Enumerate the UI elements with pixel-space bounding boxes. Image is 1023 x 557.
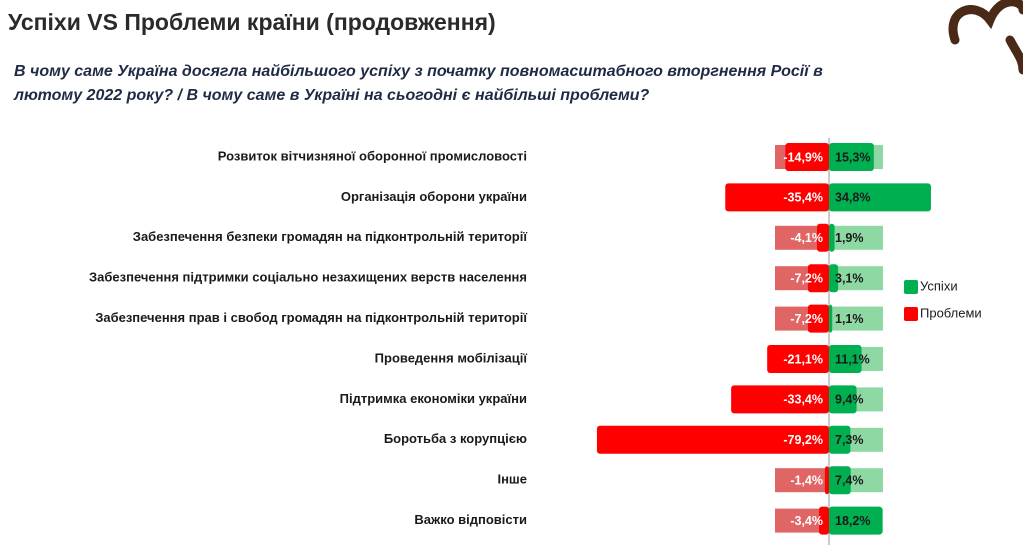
value-label: -21,1% [783,352,823,366]
value-label: -79,2% [783,433,823,447]
value-label: -33,4% [783,393,823,407]
category-label: Важко відповісти [414,512,527,527]
bar [829,264,839,293]
value-label: 7,3% [835,433,864,447]
bar [596,425,829,454]
subtitle: В чому саме Україна досягла найбільшого … [14,63,823,80]
bar [829,183,931,212]
legend-swatch [904,307,918,321]
value-label: 11,1% [835,352,870,366]
bar [829,223,835,252]
category-label: Проведення мобілізації [375,350,528,365]
label-box [775,508,829,533]
value-label: 15,3% [835,150,870,164]
bar [829,466,851,495]
value-label: -14,9% [783,150,823,164]
bar [807,304,829,333]
bar [829,385,857,414]
bar [829,143,874,171]
category-label: Організація оборони україни [341,189,527,204]
bar [829,345,862,373]
value-label: 34,8% [835,191,870,205]
bar [725,183,829,212]
category-label: Боротьба з корупцією [384,431,527,446]
category-label: Інше [497,472,527,487]
category-label: Забезпечення безпеки громадян на підконт… [133,229,528,244]
category-label: Підтримка економіки україни [340,391,527,406]
bar [819,506,829,535]
chart-title: Успіхи VS Проблеми країни (продовження) [8,9,496,35]
value-label: 18,2% [835,514,870,528]
value-label: -7,2% [790,312,823,326]
value-label: -3,4% [790,514,823,528]
legend-label: Успіхи [920,278,958,293]
value-label: -35,4% [783,191,823,205]
bar [829,506,883,535]
bar [824,466,829,495]
value-label: -4,1% [790,231,823,245]
value-label: -7,2% [790,271,823,285]
bar [785,143,829,171]
bar [829,425,851,454]
decoration [948,0,1023,75]
bar [731,385,829,414]
value-label: 1,1% [835,312,864,326]
legend-swatch [904,280,918,294]
value-label: 7,4% [835,473,864,487]
value-label: 3,1% [835,271,864,285]
category-label: Забезпечення прав і свобод громадян на п… [95,310,527,325]
value-label: 9,4% [835,393,864,407]
bar [829,304,833,333]
label-box [775,468,829,493]
label-box [829,306,883,331]
value-label: 1,9% [835,231,864,245]
value-label: -1,4% [790,473,823,487]
label-box [829,225,883,250]
category-label: Забезпечення підтримки соціально незахищ… [89,270,527,285]
category-label: Розвиток вітчизняної оборонної промислов… [218,148,527,163]
bar [767,345,829,373]
bar [816,223,829,252]
subtitle: лютому 2022 року? / В чому саме в Україн… [13,87,650,104]
legend-label: Проблеми [920,305,982,320]
bar [807,264,829,293]
